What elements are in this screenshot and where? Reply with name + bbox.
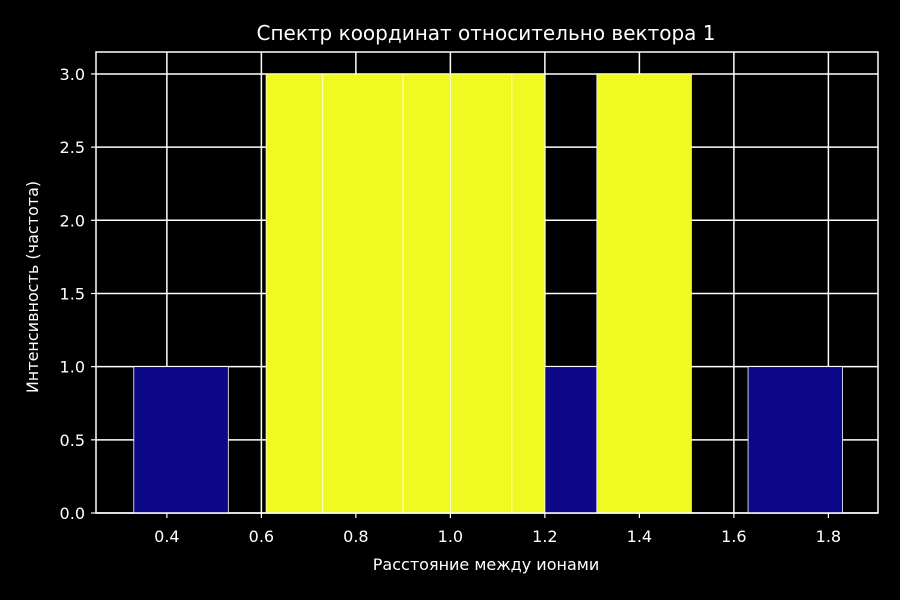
histogram-bar xyxy=(511,73,546,514)
histogram-bar xyxy=(747,366,843,514)
x-axis-label: Расстояние между ионами xyxy=(373,555,599,574)
x-tick-label: 1.4 xyxy=(627,527,652,546)
y-tick-label: 3.0 xyxy=(60,65,85,84)
histogram-bar xyxy=(322,73,404,514)
y-tick-label: 1.5 xyxy=(60,284,85,303)
y-tick-label: 0.0 xyxy=(60,504,85,523)
chart-title: Спектр координат относительно вектора 1 xyxy=(256,21,715,45)
y-tick-label: 0.5 xyxy=(60,431,85,450)
y-tick-label: 2.0 xyxy=(60,211,85,230)
x-tick-label: 0.4 xyxy=(154,527,179,546)
histogram-bar xyxy=(265,73,324,514)
histogram-bar xyxy=(449,73,513,514)
x-tick-label: 0.6 xyxy=(249,527,274,546)
bars-group xyxy=(133,73,843,514)
histogram-bar xyxy=(402,73,451,514)
x-tick-label: 1.8 xyxy=(816,527,841,546)
tick-labels: 0.4 0.6 0.8 1.0 1.2 1.4 1.6 1.8 0.0 0.5 1.0 1.5 2.0 2… xyxy=(60,65,842,546)
y-tick-label: 2.5 xyxy=(60,138,85,157)
y-tick-label: 1.0 xyxy=(60,358,85,377)
histogram-bar xyxy=(596,73,692,514)
plot-frame xyxy=(95,51,879,514)
histogram-bar xyxy=(133,366,229,514)
y-axis-label: Интенсивность (частота) xyxy=(23,181,42,393)
x-tick-label: 0.8 xyxy=(343,527,368,546)
x-tick-label: 1.2 xyxy=(532,527,557,546)
x-tick-label: 1.0 xyxy=(438,527,463,546)
x-tick-label: 1.6 xyxy=(721,527,746,546)
histogram-bar xyxy=(544,366,598,514)
